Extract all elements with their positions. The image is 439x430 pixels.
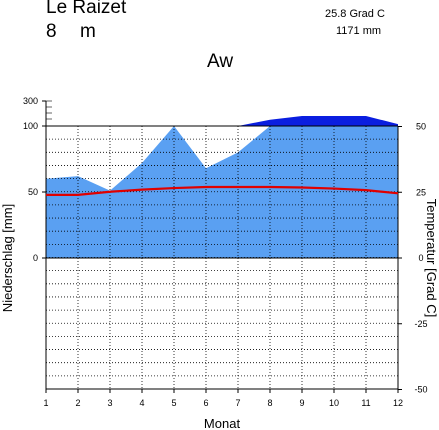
station-name: Le Raizet [46, 0, 127, 18]
y-right-tick-label: -25 [414, 319, 427, 329]
elevation-value: 8 [46, 21, 57, 42]
climate-class: Aw [207, 51, 234, 72]
y-left-tick-label: 100 [23, 121, 38, 131]
y-left-tick-label: 50 [28, 187, 38, 197]
x-tick-label: 10 [329, 398, 339, 408]
x-axis-label: Monat [204, 416, 241, 430]
annual-precipitation: 1171 mm [336, 25, 382, 37]
y-left-tick-label: 300 [23, 96, 38, 106]
y-right-tick-label: 25 [416, 187, 426, 197]
x-tick-label: 6 [203, 398, 208, 408]
x-tick-label: 9 [299, 398, 304, 408]
x-tick-label: 3 [107, 398, 112, 408]
x-tick-label: 12 [393, 398, 403, 408]
x-tick-label: 1 [43, 398, 48, 408]
y-axis-right-label: Temperatur [Grad C] [424, 199, 439, 318]
elevation-unit: m [80, 21, 96, 42]
y-right-tick-label: -50 [414, 385, 427, 395]
x-tick-label: 4 [139, 398, 144, 408]
x-tick-label: 8 [267, 398, 272, 408]
x-tick-label: 2 [75, 398, 80, 408]
temperature-line [46, 185, 399, 196]
precipitation-area [46, 126, 398, 258]
y-axis-left-label: Niederschlag [mm] [0, 204, 15, 312]
mean-temperature: 25.8 Grad C [325, 8, 385, 20]
x-tick-label: 11 [361, 398, 370, 408]
x-tick-label: 5 [171, 398, 176, 408]
x-tick-label: 7 [235, 398, 240, 408]
y-right-tick-label: 0 [418, 253, 423, 263]
y-right-tick-label: 50 [416, 122, 426, 132]
y-left-tick-label: 0 [33, 253, 38, 263]
precipitation-surplus-area [46, 116, 398, 126]
